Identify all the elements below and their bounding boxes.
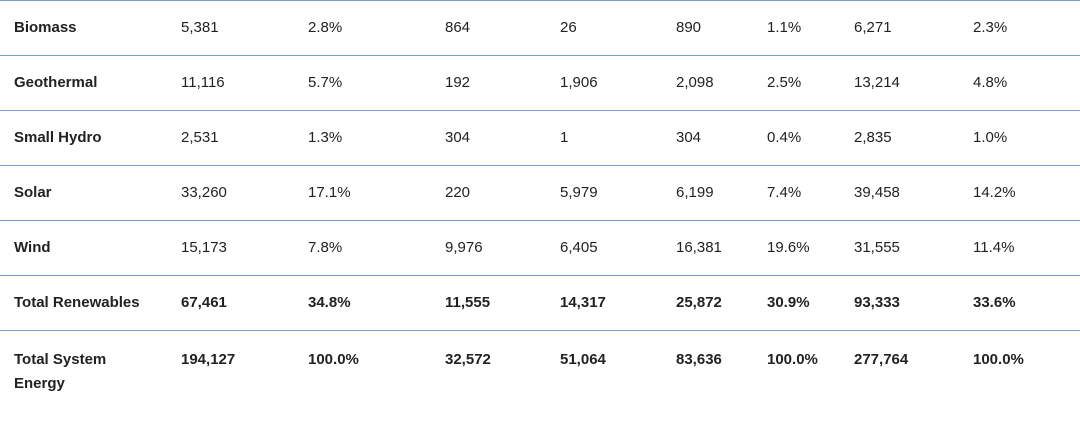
table-cell: 11.4% <box>959 221 1080 276</box>
table-cell: 6,405 <box>546 221 662 276</box>
table-cell: 220 <box>431 166 546 221</box>
row-label-text: Small Hydro <box>14 129 102 146</box>
row-label: Wind <box>0 221 167 276</box>
table-cell: 5.7% <box>294 56 431 111</box>
table-cell: 93,333 <box>840 276 959 331</box>
row-label-text: Total Renewables <box>14 294 140 311</box>
table-cell: 26 <box>546 1 662 56</box>
table-cell: 1.3% <box>294 111 431 166</box>
table-cell: 194,127 <box>167 331 294 422</box>
table-cell: 2.3% <box>959 1 1080 56</box>
table-cell: 5,979 <box>546 166 662 221</box>
table-cell: 11,116 <box>167 56 294 111</box>
table-row-small-hydro: Small Hydro 2,531 1.3% 304 1 304 0.4% 2,… <box>0 111 1080 166</box>
table-cell: 17.1% <box>294 166 431 221</box>
table-cell: 4.8% <box>959 56 1080 111</box>
table-cell: 304 <box>431 111 546 166</box>
table-cell: 1,906 <box>546 56 662 111</box>
table-cell: 304 <box>662 111 753 166</box>
table-cell: 2.5% <box>753 56 840 111</box>
table-cell: 34.8% <box>294 276 431 331</box>
table-cell: 32,572 <box>431 331 546 422</box>
table-cell: 9,976 <box>431 221 546 276</box>
table-cell: 890 <box>662 1 753 56</box>
row-label-text: Wind <box>14 239 51 256</box>
table-cell: 7.8% <box>294 221 431 276</box>
table-cell: 6,271 <box>840 1 959 56</box>
table-cell: 100.0% <box>753 331 840 422</box>
table-cell: 7.4% <box>753 166 840 221</box>
row-label-text: Total System Energy <box>14 348 149 396</box>
row-label: Biomass <box>0 1 167 56</box>
table-cell: 864 <box>431 1 546 56</box>
table-cell: 1.0% <box>959 111 1080 166</box>
table-cell: 1.1% <box>753 1 840 56</box>
table-cell: 83,636 <box>662 331 753 422</box>
table-cell: 5,381 <box>167 1 294 56</box>
table-cell: 13,214 <box>840 56 959 111</box>
table-cell: 1 <box>546 111 662 166</box>
row-label: Total System Energy <box>0 331 167 422</box>
table-cell: 30.9% <box>753 276 840 331</box>
row-label-text: Geothermal <box>14 74 97 91</box>
table-cell: 14,317 <box>546 276 662 331</box>
table-cell: 19.6% <box>753 221 840 276</box>
row-label: Solar <box>0 166 167 221</box>
table-cell: 2,835 <box>840 111 959 166</box>
table-cell: 39,458 <box>840 166 959 221</box>
table-cell: 25,872 <box>662 276 753 331</box>
table-cell: 100.0% <box>294 331 431 422</box>
table-cell: 2.8% <box>294 1 431 56</box>
table-cell: 192 <box>431 56 546 111</box>
table-cell: 31,555 <box>840 221 959 276</box>
table-cell: 15,173 <box>167 221 294 276</box>
table-cell: 6,199 <box>662 166 753 221</box>
row-label: Total Renewables <box>0 276 167 331</box>
row-label: Geothermal <box>0 56 167 111</box>
table-row-biomass: Biomass 5,381 2.8% 864 26 890 1.1% 6,271… <box>0 1 1080 56</box>
table-cell: 33.6% <box>959 276 1080 331</box>
row-label: Small Hydro <box>0 111 167 166</box>
table-row-total-renewables: Total Renewables 67,461 34.8% 11,555 14,… <box>0 276 1080 331</box>
table-cell: 0.4% <box>753 111 840 166</box>
table-cell: 277,764 <box>840 331 959 422</box>
table-row-total-system-energy: Total System Energy 194,127 100.0% 32,57… <box>0 331 1080 422</box>
table-cell: 2,098 <box>662 56 753 111</box>
table-cell: 16,381 <box>662 221 753 276</box>
table-row-geothermal: Geothermal 11,116 5.7% 192 1,906 2,098 2… <box>0 56 1080 111</box>
table-row-solar: Solar 33,260 17.1% 220 5,979 6,199 7.4% … <box>0 166 1080 221</box>
table-cell: 14.2% <box>959 166 1080 221</box>
table-row-wind: Wind 15,173 7.8% 9,976 6,405 16,381 19.6… <box>0 221 1080 276</box>
table-cell: 67,461 <box>167 276 294 331</box>
table-cell: 100.0% <box>959 331 1080 422</box>
table-cell: 51,064 <box>546 331 662 422</box>
row-label-text: Biomass <box>14 19 77 36</box>
table-cell: 11,555 <box>431 276 546 331</box>
row-label-text: Solar <box>14 184 52 201</box>
table-cell: 33,260 <box>167 166 294 221</box>
table-cell: 2,531 <box>167 111 294 166</box>
